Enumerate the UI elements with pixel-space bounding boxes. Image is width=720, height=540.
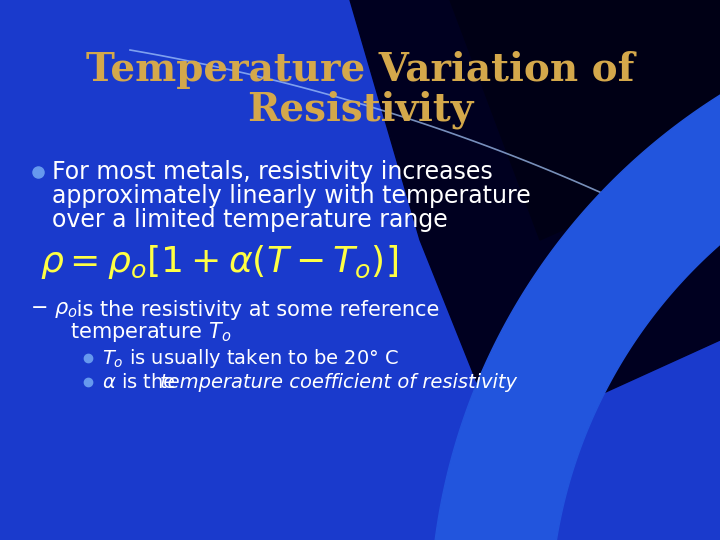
- Text: approximately linearly with temperature: approximately linearly with temperature: [52, 184, 531, 208]
- Polygon shape: [450, 0, 720, 240]
- Text: Temperature Variation of: Temperature Variation of: [86, 51, 634, 89]
- Polygon shape: [350, 0, 720, 440]
- Text: $-\ \rho_o$: $-\ \rho_o$: [30, 300, 78, 320]
- Text: temperature coefficient of resistivity: temperature coefficient of resistivity: [160, 373, 517, 392]
- Text: is the resistivity at some reference: is the resistivity at some reference: [70, 300, 439, 320]
- Text: Resistivity: Resistivity: [247, 91, 473, 129]
- Text: $T_o$ is usually taken to be 20° C: $T_o$ is usually taken to be 20° C: [102, 347, 400, 369]
- Text: $\rho = \rho_o[1 + \alpha(T - T_o)]$: $\rho = \rho_o[1 + \alpha(T - T_o)]$: [40, 243, 398, 281]
- Text: $\alpha$ is the: $\alpha$ is the: [102, 373, 177, 392]
- Text: For most metals, resistivity increases: For most metals, resistivity increases: [52, 160, 492, 184]
- Polygon shape: [430, 8, 720, 540]
- Text: over a limited temperature range: over a limited temperature range: [52, 208, 448, 232]
- Text: temperature $T_o$: temperature $T_o$: [70, 320, 231, 344]
